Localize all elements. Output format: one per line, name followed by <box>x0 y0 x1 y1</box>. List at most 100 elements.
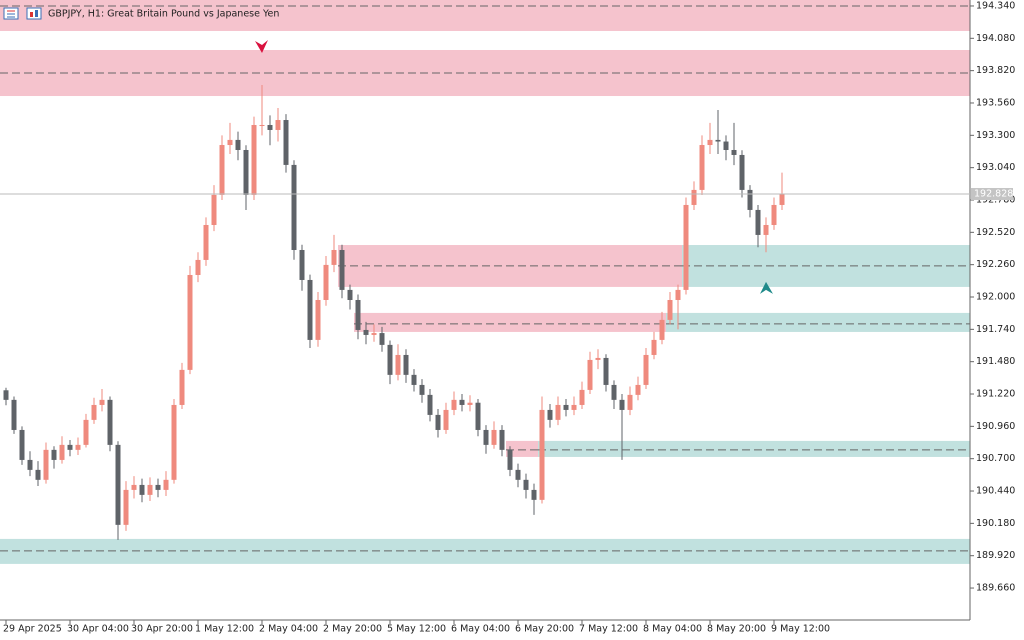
candle-body <box>171 404 177 480</box>
candle-body <box>251 124 257 195</box>
candle-body <box>619 399 625 410</box>
x-tick-label: 8 May 20:00 <box>707 624 766 635</box>
chart-title: GBPJPY, H1: Great Britain Pound vs Japan… <box>48 9 279 20</box>
current-price-box <box>971 188 1013 201</box>
candle-body <box>451 399 457 410</box>
candle-body <box>667 299 673 320</box>
y-tick-label: 193.560 <box>976 97 1015 108</box>
candle-body <box>507 449 513 470</box>
candle-body <box>227 139 233 146</box>
candle-body <box>771 204 777 225</box>
candle-body <box>459 399 465 405</box>
icon <box>26 7 42 20</box>
y-tick-label: 191.220 <box>976 389 1015 400</box>
y-tick-label: 190.180 <box>976 518 1015 529</box>
candle-body <box>523 479 529 490</box>
candle-body <box>51 449 57 460</box>
candle-body <box>691 189 697 205</box>
signal-arrow <box>760 281 773 294</box>
candle-body <box>499 429 505 450</box>
candle-body <box>75 444 81 450</box>
candle-body <box>539 409 545 500</box>
candle-body <box>483 429 489 445</box>
candle-body <box>731 149 737 155</box>
x-tick-label: 6 May 20:00 <box>515 624 574 635</box>
x-tick-label: 30 Apr 20:00 <box>131 624 193 635</box>
candle-body <box>67 444 73 450</box>
x-tick-label: 5 May 12:00 <box>387 624 446 635</box>
y-tick-label: 192.260 <box>976 259 1015 270</box>
candle-body <box>723 141 729 150</box>
candle-body <box>19 429 25 460</box>
candle-body <box>571 404 577 410</box>
candle-body <box>139 484 145 495</box>
y-tick-label: 191.740 <box>976 324 1015 335</box>
candle-body <box>243 149 249 195</box>
candle-body <box>699 145 705 190</box>
y-tick-label: 192.000 <box>976 292 1015 303</box>
candle-body <box>419 384 425 395</box>
candle-body <box>715 139 721 142</box>
candle-body <box>531 489 537 500</box>
candle-body <box>603 357 609 385</box>
candle-body <box>43 449 49 480</box>
candle-body <box>347 289 353 300</box>
current-price-label: 192.828 <box>974 189 1013 200</box>
candle-body <box>187 274 193 370</box>
candle-body <box>339 249 345 290</box>
candle-body <box>427 394 433 415</box>
candle-body <box>779 194 785 205</box>
candle-body <box>643 354 649 385</box>
y-tick-label: 191.480 <box>976 356 1015 367</box>
candle-body <box>267 124 273 130</box>
x-tick-label: 29 Apr 2025 <box>3 624 62 635</box>
x-tick-label: 7 May 12:00 <box>579 624 638 635</box>
candle-body <box>395 354 401 375</box>
zone <box>0 0 970 31</box>
candle-body <box>595 357 601 360</box>
x-tick-label: 6 May 04:00 <box>451 624 510 635</box>
candle-body <box>323 264 329 300</box>
candle-body <box>123 489 129 525</box>
zone <box>0 538 970 564</box>
candle-body <box>547 409 553 420</box>
y-tick-label: 193.820 <box>976 65 1015 76</box>
y-tick-label: 189.920 <box>976 550 1015 561</box>
candle-body <box>291 164 297 250</box>
candle-body <box>579 389 585 405</box>
candle-body <box>411 374 417 385</box>
candle-body <box>235 139 241 150</box>
x-tick-label: 2 May 20:00 <box>323 624 382 635</box>
candle-body <box>563 404 569 410</box>
candle-body <box>363 329 369 335</box>
candles <box>3 84 785 540</box>
candle-body <box>675 289 681 300</box>
x-tick-label: 2 May 04:00 <box>259 624 318 635</box>
candle-body <box>371 333 377 335</box>
y-tick-label: 189.660 <box>976 583 1015 594</box>
candle-body <box>163 479 169 490</box>
candle-body <box>131 484 137 490</box>
candle-body <box>747 189 753 210</box>
zone <box>538 440 970 457</box>
candle-body <box>283 120 289 165</box>
candle-body <box>331 249 337 265</box>
candle-body <box>403 354 409 375</box>
title-bar: GBPJPY, H1: Great Britain Pound vs Japan… <box>3 7 279 20</box>
candle-body <box>443 409 449 430</box>
candle-body <box>467 402 473 405</box>
zone <box>506 440 538 457</box>
candle-body <box>515 469 521 480</box>
zone <box>354 312 666 332</box>
candle-body <box>355 299 361 330</box>
y-tick-label: 190.440 <box>976 486 1015 497</box>
x-tick-label: 1 May 12:00 <box>195 624 254 635</box>
candle-body <box>179 369 185 405</box>
candle-body <box>115 444 121 525</box>
signal-arrow <box>255 40 268 54</box>
candle-body <box>59 444 65 460</box>
candle-body <box>491 429 497 445</box>
candle-body <box>611 384 617 400</box>
zones <box>0 0 970 564</box>
x-tick-label: 9 May 12:00 <box>771 624 830 635</box>
